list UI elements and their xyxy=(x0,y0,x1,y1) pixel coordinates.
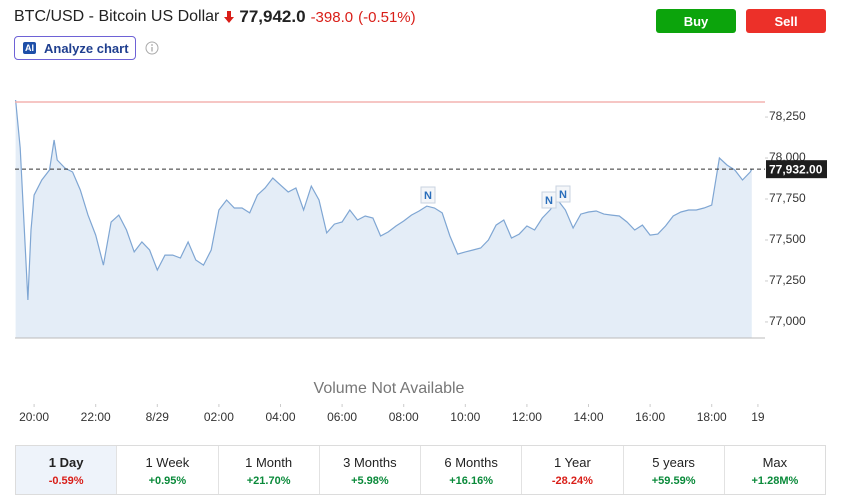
period-label: 1 Week xyxy=(145,455,190,470)
period-change: +5.98% xyxy=(351,475,389,487)
period-change: +21.70% xyxy=(246,475,291,487)
y-tick-label: 77,250 xyxy=(769,273,806,287)
x-tick-label: 19 xyxy=(751,410,765,424)
period-label: 5 years xyxy=(652,455,695,470)
x-tick-label: 20:00 xyxy=(19,410,49,424)
period-tab[interactable]: 1 Month +21.70% xyxy=(219,446,320,494)
period-change: -0.59% xyxy=(48,475,84,487)
x-tick-label: 10:00 xyxy=(450,410,480,424)
x-tick-label: 14:00 xyxy=(573,410,603,424)
x-tick-label: 04:00 xyxy=(265,410,295,424)
x-tick-label: 06:00 xyxy=(327,410,357,424)
x-tick-label: 12:00 xyxy=(512,410,542,424)
news-marker-label: N xyxy=(424,190,432,202)
period-tab[interactable]: Max +1.28M% xyxy=(725,446,825,494)
x-tick-label: 18:00 xyxy=(697,410,727,424)
price-line xyxy=(15,99,753,301)
news-marker xyxy=(420,186,436,204)
x-tick-label: 22:00 xyxy=(81,410,111,424)
period-tab[interactable]: 6 Months +16.16% xyxy=(421,446,523,494)
x-tick-label: 02:00 xyxy=(204,410,234,424)
period-tab[interactable]: 1 Week +0.95% xyxy=(117,446,219,494)
period-label: 3 Months xyxy=(343,455,397,470)
analyze-label: Analyze chart xyxy=(44,40,129,56)
chart: Investing.com77,00077,25077,50077,75078,… xyxy=(15,99,827,424)
volume-note: Volume Not Available xyxy=(314,380,465,397)
period-tabs: 1 Day -0.59% 1 Week +0.95% 1 Month +21.70% 3 M… xyxy=(15,445,826,495)
period-label: 1 Day xyxy=(48,455,84,470)
period-change: +59.59% xyxy=(651,475,696,487)
ai-badge: AI xyxy=(23,42,36,54)
x-tick-label: 16:00 xyxy=(635,410,665,424)
last-price-label: 77,932.00 xyxy=(769,162,823,176)
period-label: Max xyxy=(762,455,788,470)
last-price-box xyxy=(766,160,827,179)
x-tick-label: 08:00 xyxy=(389,410,419,424)
info-icon[interactable] xyxy=(145,41,159,55)
header: BTC/USD - Bitcoin US Dollar 77,942.0 -39… xyxy=(14,7,416,27)
y-tick-label: 77,500 xyxy=(769,232,806,246)
sell-button[interactable]: Sell xyxy=(746,9,826,33)
area xyxy=(15,100,752,338)
price: 77,942.0 xyxy=(239,7,306,26)
period-change: +1.28M% xyxy=(751,475,799,487)
change: -398.0 xyxy=(310,8,354,26)
period-tab[interactable]: 1 Year -28.24% xyxy=(522,446,624,494)
title: BTC/USD - Bitcoin US Dollar xyxy=(14,8,220,25)
buy-button[interactable]: Buy xyxy=(656,9,736,33)
period-change: -28.24% xyxy=(551,475,593,487)
period-change: +16.16% xyxy=(449,475,493,487)
period-label: 6 Months xyxy=(444,455,498,470)
period-change: +0.95% xyxy=(148,475,187,487)
news-marker-label: N xyxy=(559,189,567,201)
analyze-button[interactable]: AI Analyze chart xyxy=(14,36,136,60)
x-tick-label: 8/29 xyxy=(146,410,170,424)
y-tick-label: 78,250 xyxy=(769,109,806,123)
period-label: 1 Year xyxy=(553,455,591,470)
period-label: 1 Month xyxy=(245,455,293,470)
y-tick-label: 77,750 xyxy=(769,191,806,205)
y-tick-label: 77,000 xyxy=(769,314,806,328)
change-pct: (-0.51%) xyxy=(358,8,416,26)
period-tab[interactable]: 5 years +59.59% xyxy=(624,446,725,494)
period-tab[interactable]: 3 Months +5.98% xyxy=(320,446,421,494)
down-arrow xyxy=(224,11,235,23)
news-marker xyxy=(555,185,571,203)
news-marker-label: N xyxy=(545,195,553,207)
period-tab[interactable]: 1 Day -0.59% xyxy=(16,446,118,494)
